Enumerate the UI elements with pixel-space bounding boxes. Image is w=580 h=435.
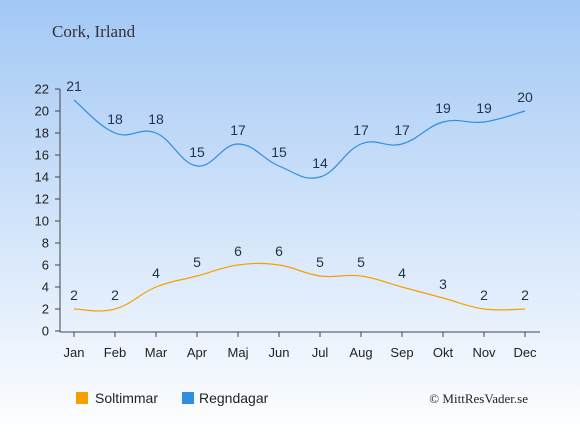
data-label-regndagar: 18 bbox=[148, 111, 164, 127]
x-tick-label: Jan bbox=[64, 345, 85, 360]
y-axis-ticks: 0 2 4 6 8 10 12 14 16 18 20 22 bbox=[35, 82, 60, 339]
data-label-regndagar: 21 bbox=[66, 78, 82, 94]
data-label-soltimmar: 5 bbox=[316, 254, 324, 270]
y-tick-label: 2 bbox=[42, 302, 49, 317]
x-tick-label: Mar bbox=[145, 345, 168, 360]
y-tick-label: 22 bbox=[35, 82, 49, 97]
x-tick-label: Apr bbox=[187, 345, 208, 360]
data-label-soltimmar: 2 bbox=[480, 287, 488, 303]
series-line-regndagar bbox=[73, 99, 526, 179]
x-axis-ticks: Jan Feb Mar Apr Maj Jun Jul Aug Sep Okt Nov Dec bbox=[64, 332, 537, 360]
y-tick-label: 14 bbox=[35, 170, 49, 185]
y-tick-label: 6 bbox=[42, 258, 49, 273]
x-tick-label: Jun bbox=[269, 345, 290, 360]
data-label-regndagar: 19 bbox=[476, 100, 492, 116]
x-tick-label: Aug bbox=[349, 345, 372, 360]
data-label-regndagar: 20 bbox=[517, 89, 533, 105]
y-tick-label: 16 bbox=[35, 148, 49, 163]
y-tick-label: 10 bbox=[35, 214, 49, 229]
data-label-soltimmar: 4 bbox=[398, 265, 406, 281]
data-label-regndagar: 17 bbox=[394, 122, 410, 138]
y-tick-label: 4 bbox=[42, 280, 49, 295]
credit-text: © MittResVader.se bbox=[429, 391, 528, 406]
data-label-regndagar: 19 bbox=[435, 100, 451, 116]
data-label-regndagar: 18 bbox=[107, 111, 123, 127]
data-label-soltimmar: 5 bbox=[193, 254, 201, 270]
data-label-soltimmar: 6 bbox=[275, 243, 283, 259]
y-tick-label: 12 bbox=[35, 192, 49, 207]
legend: Soltimmar Regndagar bbox=[76, 390, 269, 406]
x-tick-label: Sep bbox=[390, 345, 413, 360]
data-label-soltimmar: 2 bbox=[521, 287, 529, 303]
data-label-regndagar: 14 bbox=[312, 155, 328, 171]
y-tick-label: 8 bbox=[42, 236, 49, 251]
series-layer: 2 2 4 5 6 6 5 5 4 3 2 2 21 18 18 15 17 15 14 17 17 19 19 20 bbox=[66, 78, 533, 312]
legend-swatch-soltimmar bbox=[76, 392, 88, 404]
series-line-soltimmar bbox=[73, 262, 526, 312]
legend-label-soltimmar: Soltimmar bbox=[95, 390, 158, 406]
data-label-regndagar: 17 bbox=[353, 122, 369, 138]
data-label-soltimmar: 6 bbox=[234, 243, 242, 259]
x-tick-label: Maj bbox=[228, 345, 249, 360]
y-tick-label: 20 bbox=[35, 104, 49, 119]
chart-title: Cork, Irland bbox=[52, 22, 136, 41]
y-tick-label: 0 bbox=[42, 324, 49, 339]
legend-swatch-regndagar bbox=[182, 392, 194, 404]
data-label-soltimmar: 3 bbox=[439, 276, 447, 292]
data-label-regndagar: 15 bbox=[189, 144, 205, 160]
x-tick-label: Okt bbox=[433, 345, 454, 360]
x-tick-label: Feb bbox=[104, 345, 126, 360]
data-label-soltimmar: 2 bbox=[111, 287, 119, 303]
x-tick-label: Jul bbox=[312, 345, 329, 360]
data-label-regndagar: 17 bbox=[230, 122, 246, 138]
data-label-soltimmar: 5 bbox=[357, 254, 365, 270]
data-label-soltimmar: 2 bbox=[70, 287, 78, 303]
x-tick-label: Dec bbox=[513, 345, 537, 360]
x-tick-label: Nov bbox=[472, 345, 496, 360]
data-label-soltimmar: 4 bbox=[152, 265, 160, 281]
y-tick-label: 18 bbox=[35, 126, 49, 141]
data-label-regndagar: 15 bbox=[271, 144, 287, 160]
legend-label-regndagar: Regndagar bbox=[199, 390, 269, 406]
